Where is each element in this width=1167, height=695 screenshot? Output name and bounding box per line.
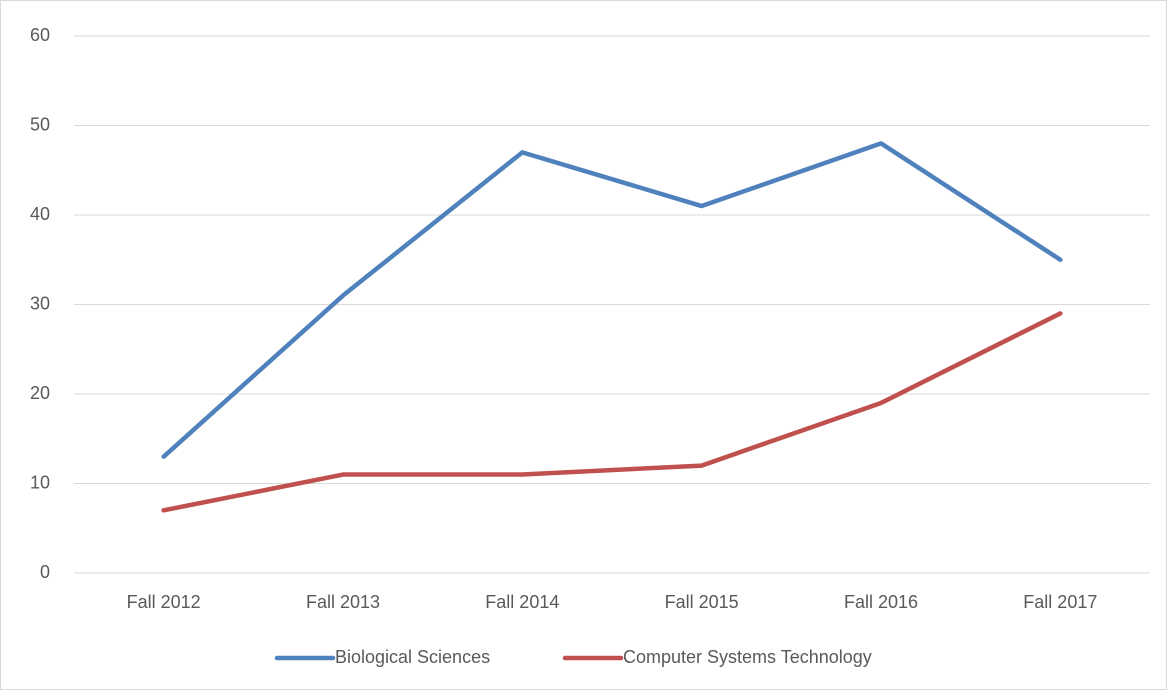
y-tick-label: 0 xyxy=(40,562,50,582)
x-tick-label: Fall 2015 xyxy=(665,592,739,612)
legend-label: Computer Systems Technology xyxy=(623,647,872,667)
x-tick-label: Fall 2017 xyxy=(1023,592,1097,612)
x-tick-label: Fall 2012 xyxy=(127,592,201,612)
y-tick-label: 60 xyxy=(30,25,50,45)
x-tick-label: Fall 2013 xyxy=(306,592,380,612)
y-tick-label: 30 xyxy=(30,293,50,313)
y-tick-label: 10 xyxy=(30,472,50,492)
x-tick-label: Fall 2014 xyxy=(485,592,559,612)
legend-label: Biological Sciences xyxy=(335,647,490,667)
series-line xyxy=(161,141,1063,459)
x-tick-label: Fall 2016 xyxy=(844,592,918,612)
y-tick-label: 20 xyxy=(30,383,50,403)
series-line xyxy=(161,311,1063,513)
y-tick-label: 50 xyxy=(30,114,50,134)
y-tick-label: 40 xyxy=(30,204,50,224)
